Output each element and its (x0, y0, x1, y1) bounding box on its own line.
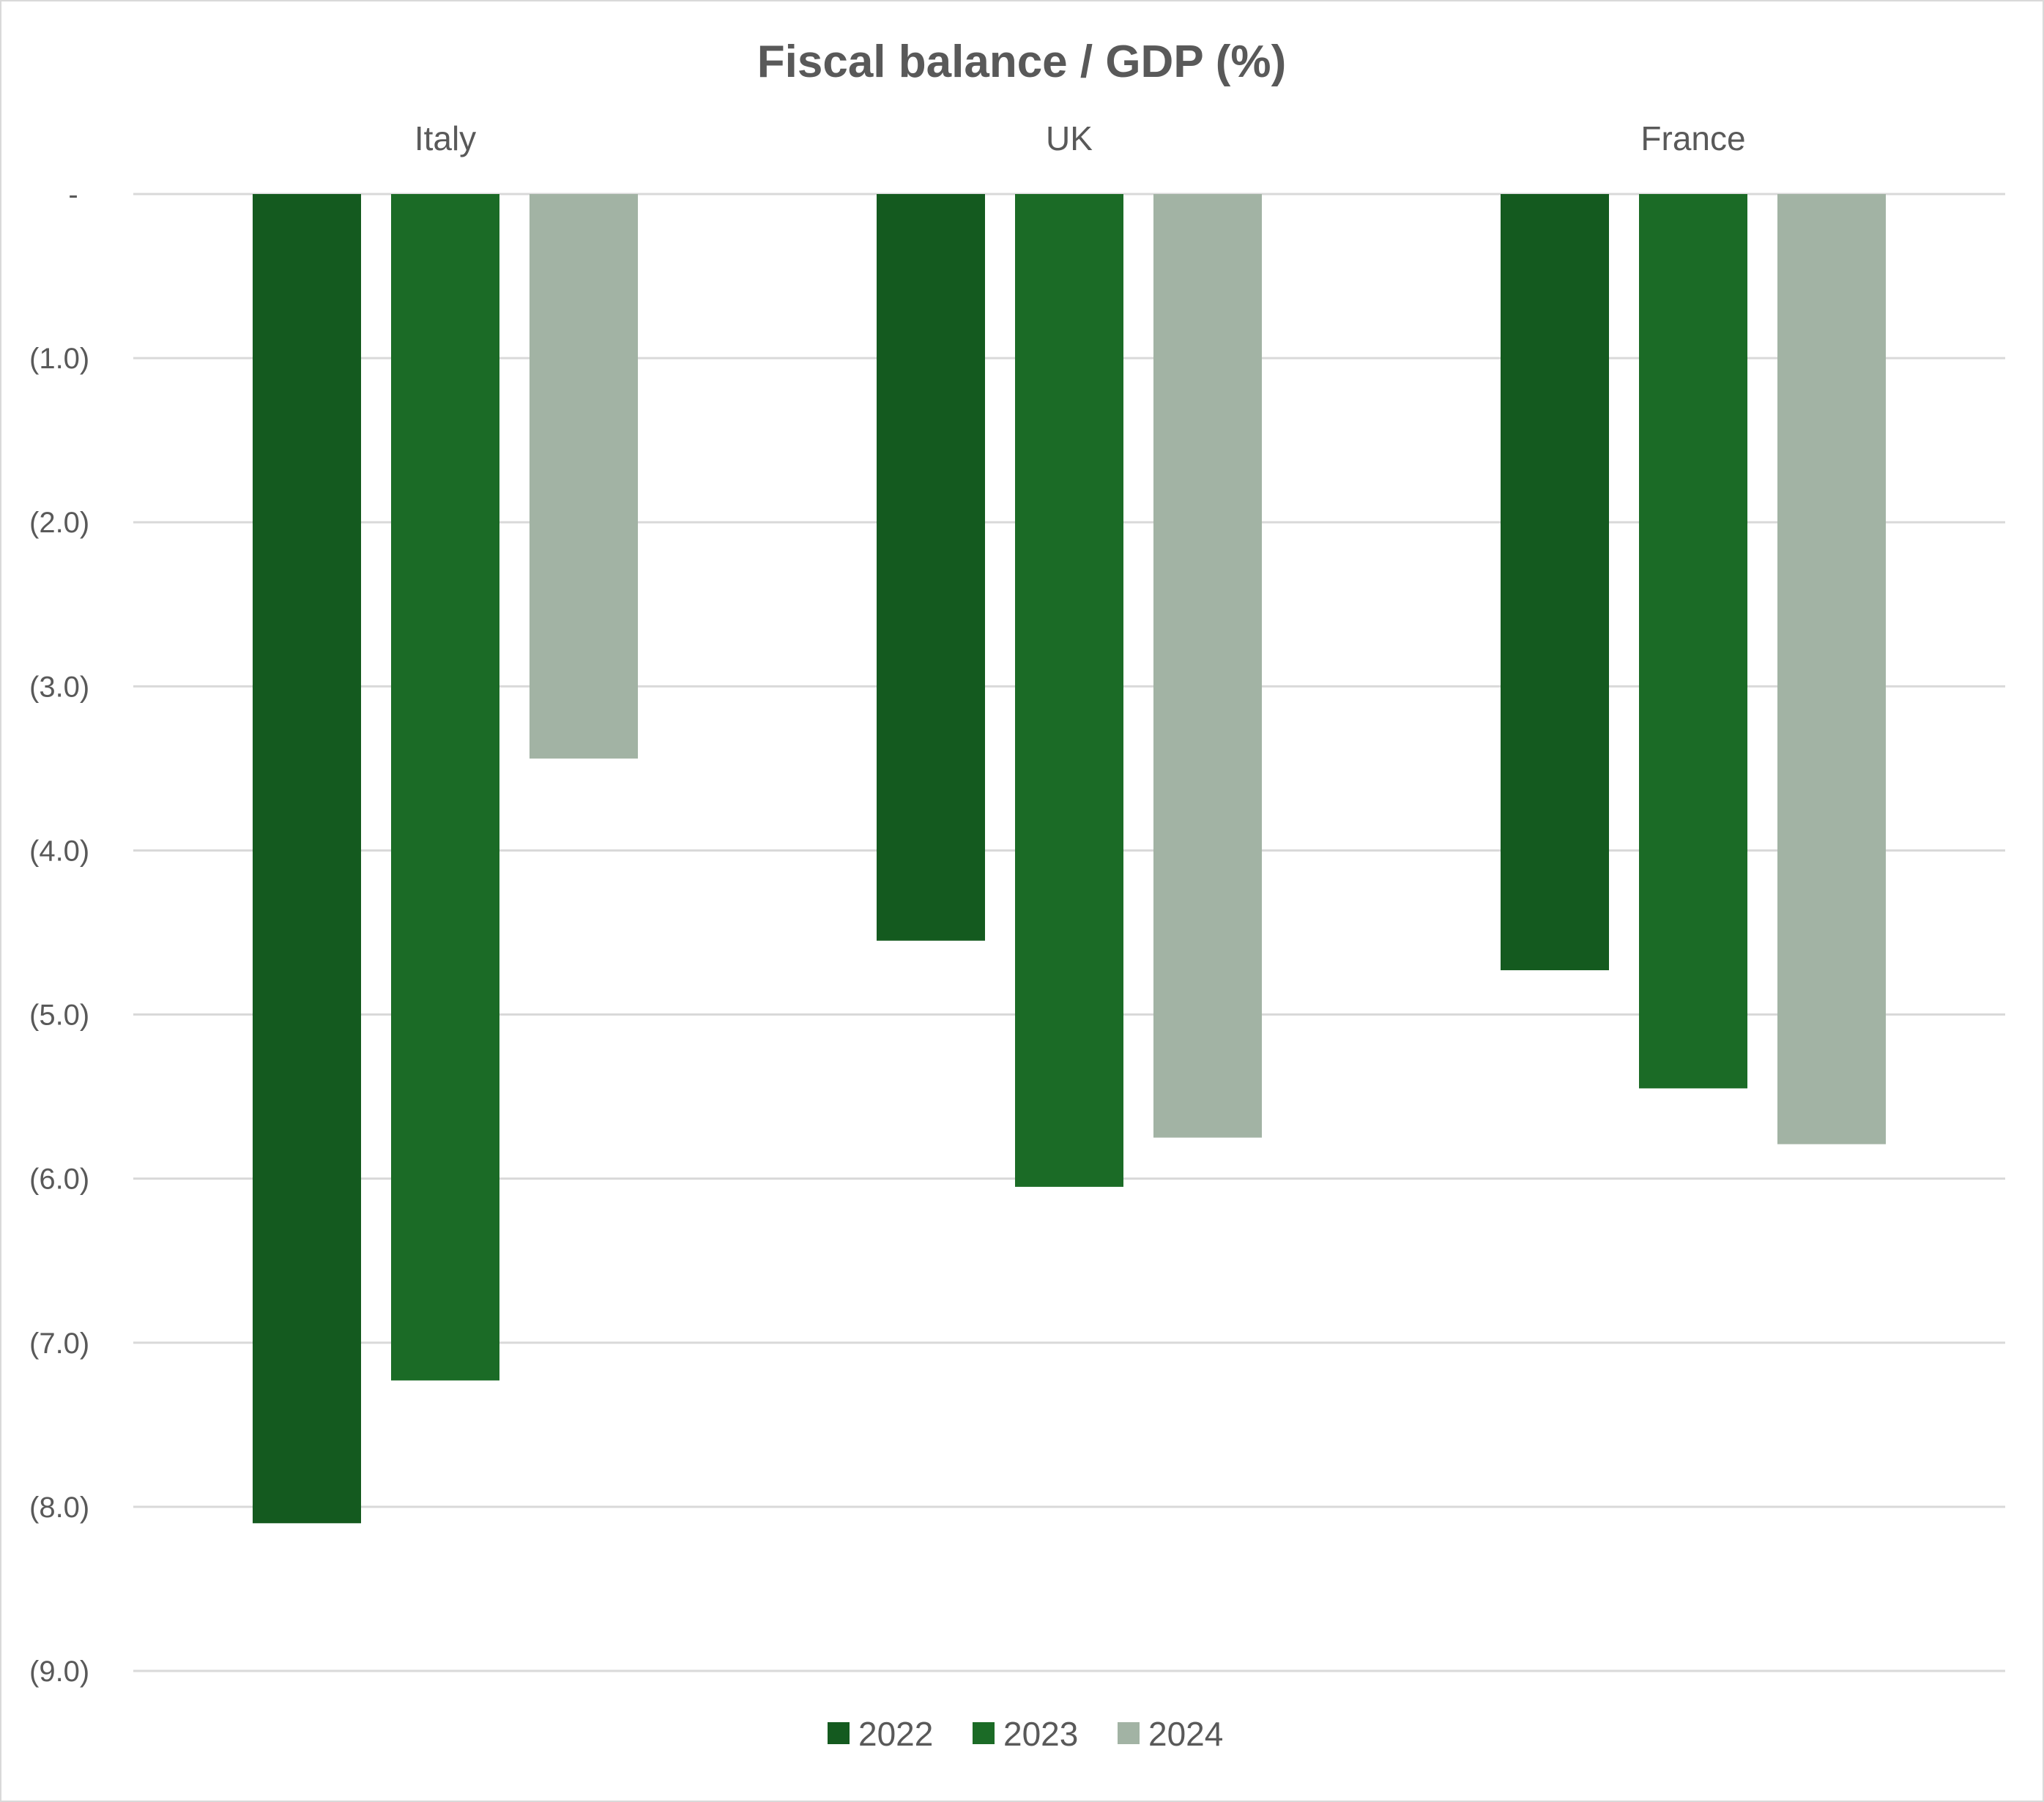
category-label: UK (1046, 119, 1093, 157)
bar-france-2022 (1501, 194, 1609, 971)
y-tick-label: (1.0) (29, 343, 89, 375)
legend-swatch-2024 (1118, 1722, 1140, 1744)
legend-label-2024: 2024 (1148, 1715, 1223, 1753)
bar-italy-2024 (529, 194, 638, 759)
legend-label-2023: 2023 (1003, 1715, 1078, 1753)
legend-swatch-2022 (828, 1722, 850, 1744)
category-label: Italy (415, 119, 476, 157)
bar-uk-2023 (1015, 194, 1123, 1187)
y-axis-tick-labels: - (1.0) (2.0) (3.0) (4.0) (5.0) (6.0) (7.0) (8.0… (29, 179, 89, 1688)
y-tick-label: (3.0) (29, 671, 89, 703)
y-tick-label: (8.0) (29, 1492, 89, 1524)
y-tick-label: (2.0) (29, 507, 89, 539)
category-label: France (1640, 119, 1745, 157)
bar-uk-2022 (877, 194, 985, 941)
y-tick-label: (9.0) (29, 1656, 89, 1688)
bar-italy-2023 (391, 194, 499, 1381)
y-tick-label: (7.0) (29, 1328, 89, 1360)
bar-italy-2022 (253, 194, 361, 1524)
bars (253, 194, 1886, 1524)
legend-swatch-2023 (973, 1722, 995, 1744)
legend: 2022 2023 2024 (828, 1715, 1223, 1753)
legend-label-2022: 2022 (858, 1715, 933, 1753)
y-tick-label: (6.0) (29, 1164, 89, 1196)
y-tick-label: (5.0) (29, 999, 89, 1032)
bar-uk-2024 (1153, 194, 1262, 1138)
chart-title: Fiscal balance / GDP (%) (757, 37, 1286, 87)
bar-france-2024 (1777, 194, 1886, 1144)
category-labels: Italy UK France (415, 119, 1746, 157)
y-tick-label: - (68, 179, 78, 211)
bar-france-2023 (1639, 194, 1747, 1089)
y-tick-label: (4.0) (29, 835, 89, 867)
